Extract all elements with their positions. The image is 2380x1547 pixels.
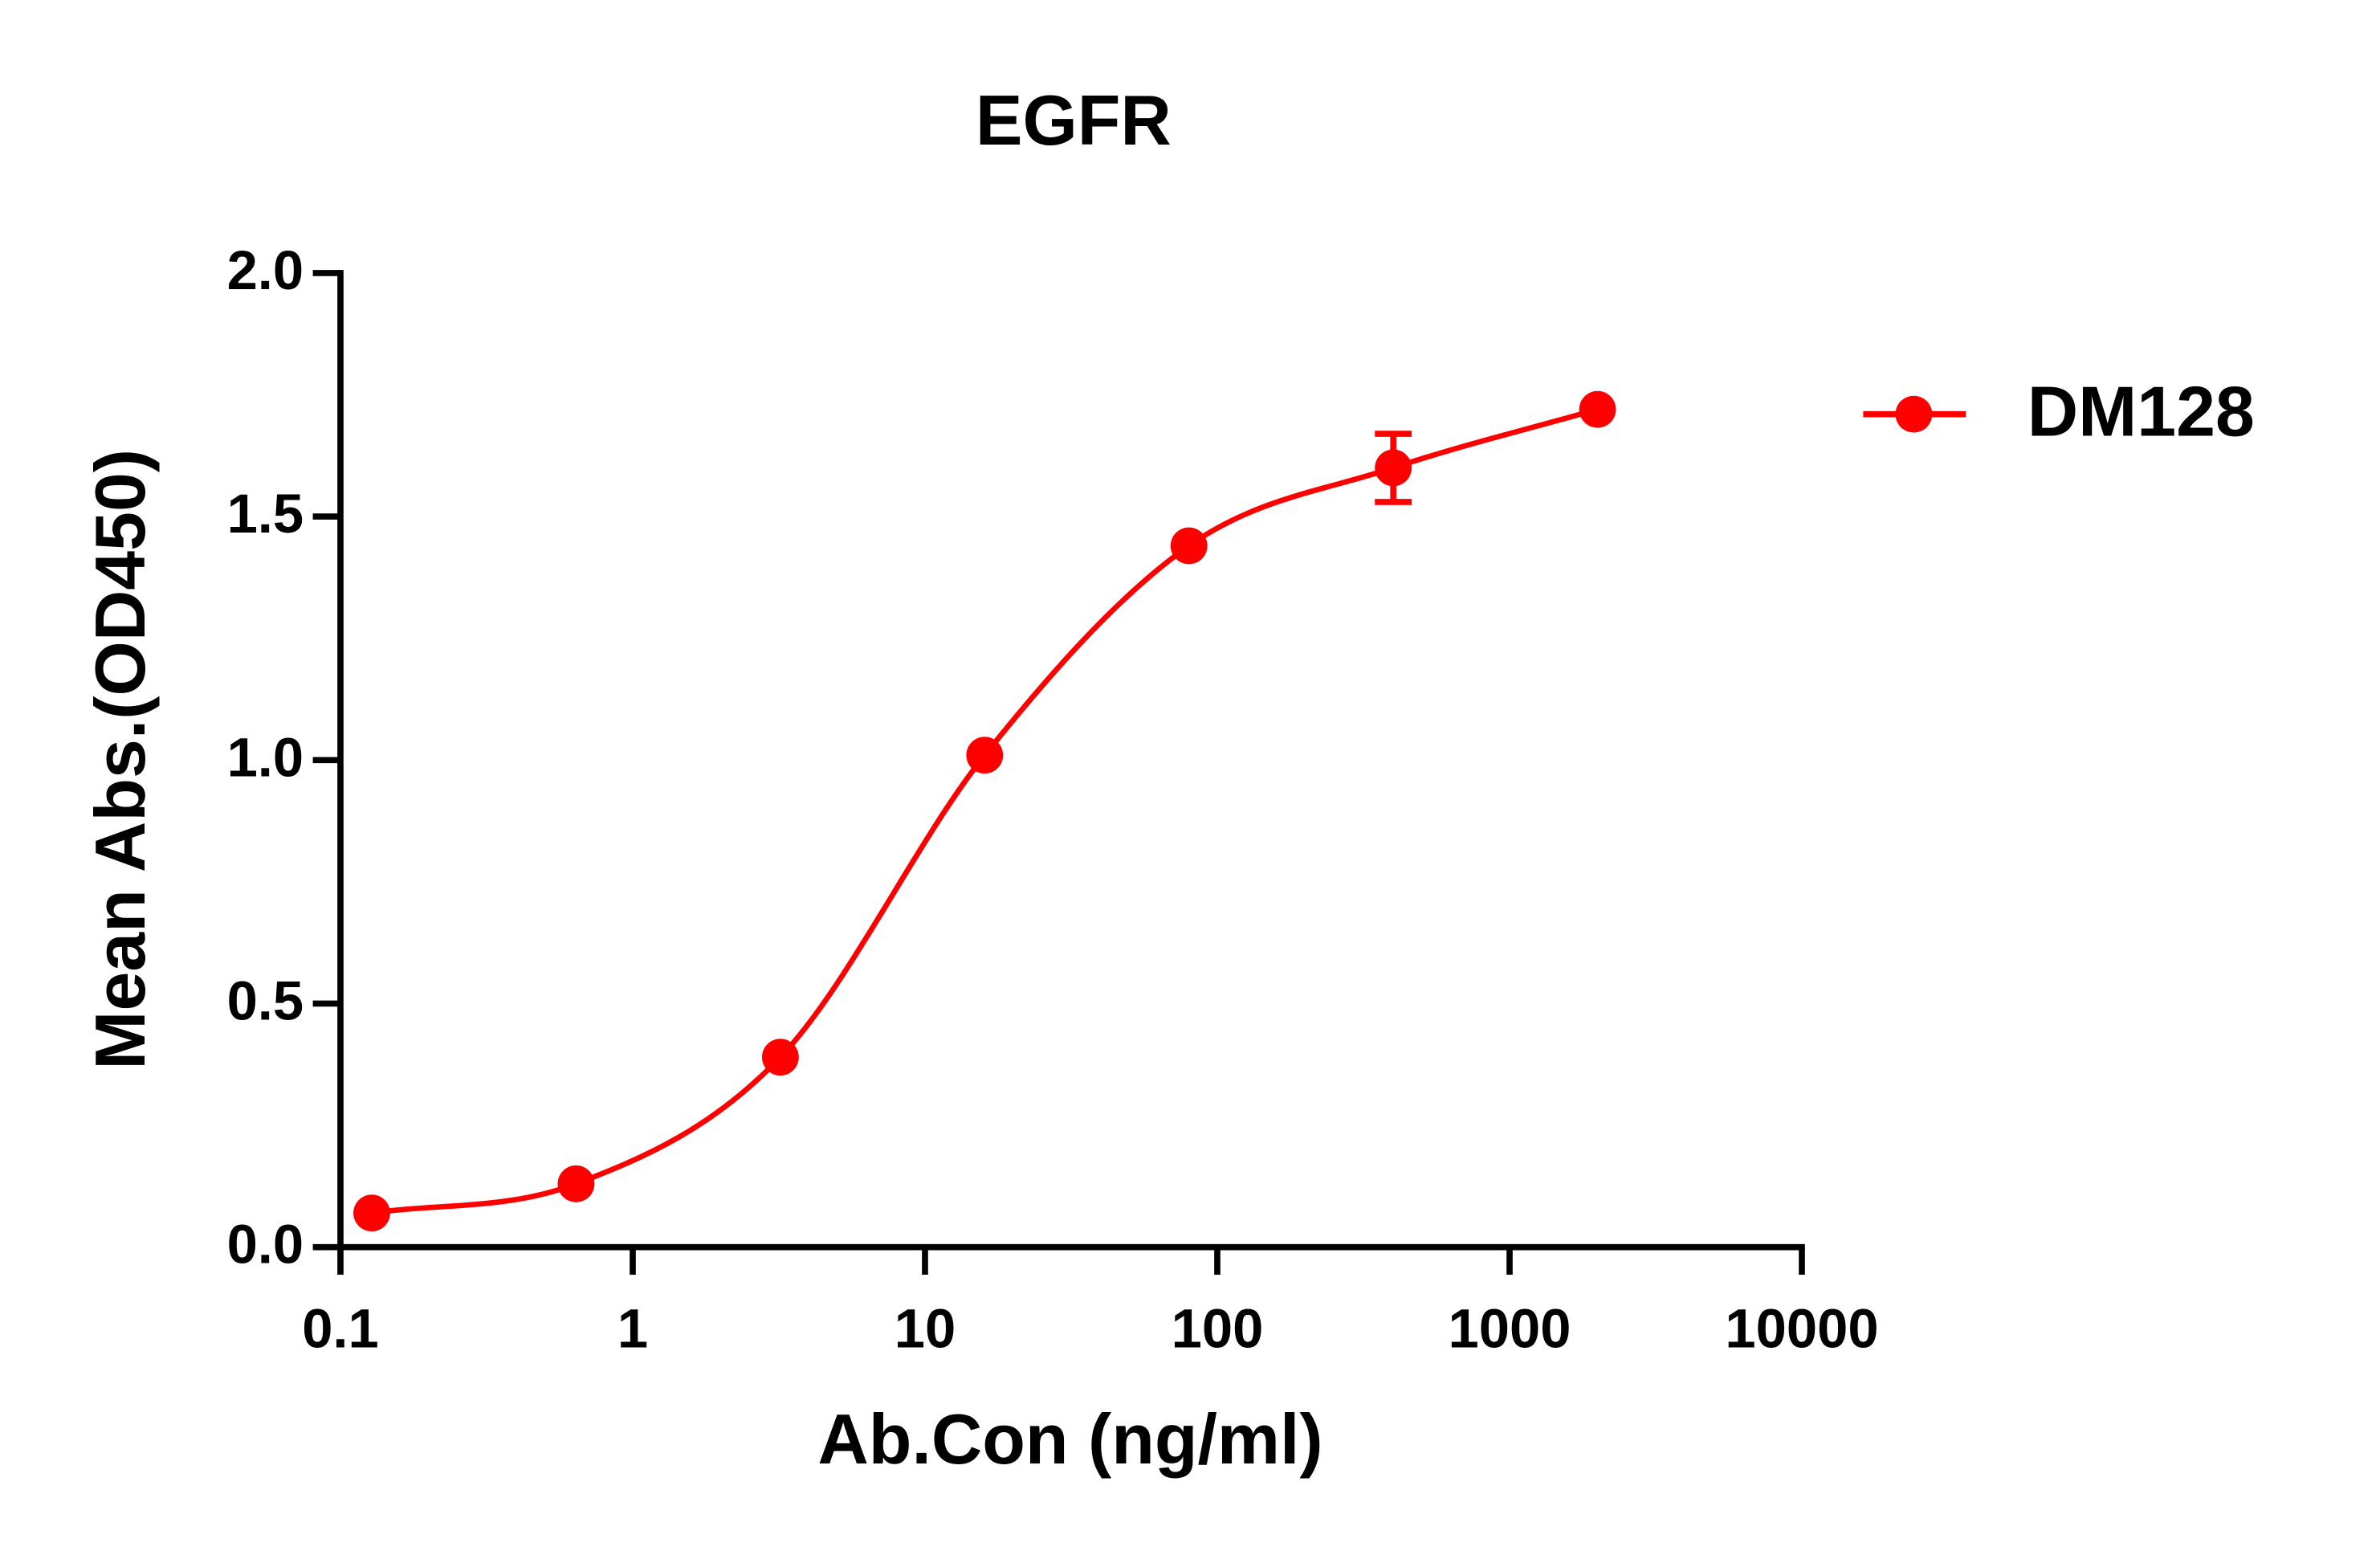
x-tick-label: 100 (1172, 1298, 1264, 1360)
x-axis-title: Ab.Con (ng/ml) (817, 1399, 1322, 1479)
y-tick-label: 0.0 (227, 1214, 304, 1276)
x-tick-label: 10 (895, 1298, 956, 1360)
data-point (1375, 449, 1412, 487)
data-point (761, 1039, 799, 1076)
y-tick-label: 2.0 (227, 239, 304, 301)
data-point (1579, 390, 1616, 428)
fit-curve (371, 406, 1599, 1216)
data-point (353, 1194, 390, 1232)
legend-marker (1895, 395, 1933, 433)
data-point (966, 737, 1004, 774)
x-tick-label: 10000 (1725, 1298, 1878, 1360)
legend-label: DM128 (2027, 372, 2255, 451)
y-tick-label: 1.5 (227, 483, 304, 545)
y-tick-label: 1.0 (227, 726, 304, 788)
y-axis-title: Mean Abs.(OD450) (80, 449, 160, 1070)
data-point (557, 1165, 595, 1202)
x-tick-label: 1000 (1449, 1298, 1571, 1360)
x-tick-label: 0.1 (302, 1298, 379, 1360)
y-tick-label: 0.5 (227, 970, 304, 1032)
chart-title: EGFR (976, 80, 1172, 160)
data-point (1170, 527, 1208, 565)
x-tick-label: 1 (617, 1298, 648, 1360)
